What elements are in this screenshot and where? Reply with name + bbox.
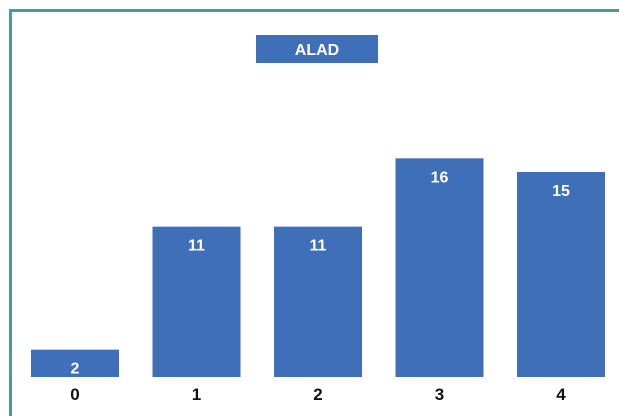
bar-value-label-4: 15 [552, 183, 570, 200]
bar-0 [31, 349, 119, 377]
x-tick-label-4: 4 [556, 385, 566, 404]
title-box [256, 35, 378, 63]
bar-2 [274, 226, 362, 377]
bars-group [31, 158, 605, 377]
bar-3 [395, 158, 484, 377]
bar-value-label-0: 2 [71, 361, 80, 378]
x-tick-label-1: 1 [192, 385, 201, 404]
title-label: ALAD [295, 42, 339, 59]
chart-title: ALAD [256, 35, 378, 63]
value-labels-group: 2 11 11 16 15 [71, 169, 570, 377]
x-tick-label-3: 3 [435, 385, 444, 404]
bar-value-label-1: 11 [188, 238, 205, 255]
bar-1 [152, 226, 241, 377]
x-axis-tick-labels: 0 1 2 3 4 [70, 385, 566, 404]
x-tick-label-0: 0 [70, 385, 79, 404]
x-tick-label-2: 2 [313, 385, 322, 404]
bar-value-label-2: 11 [310, 238, 327, 255]
bar-4 [517, 172, 605, 377]
bar-value-label-3: 16 [431, 169, 449, 186]
